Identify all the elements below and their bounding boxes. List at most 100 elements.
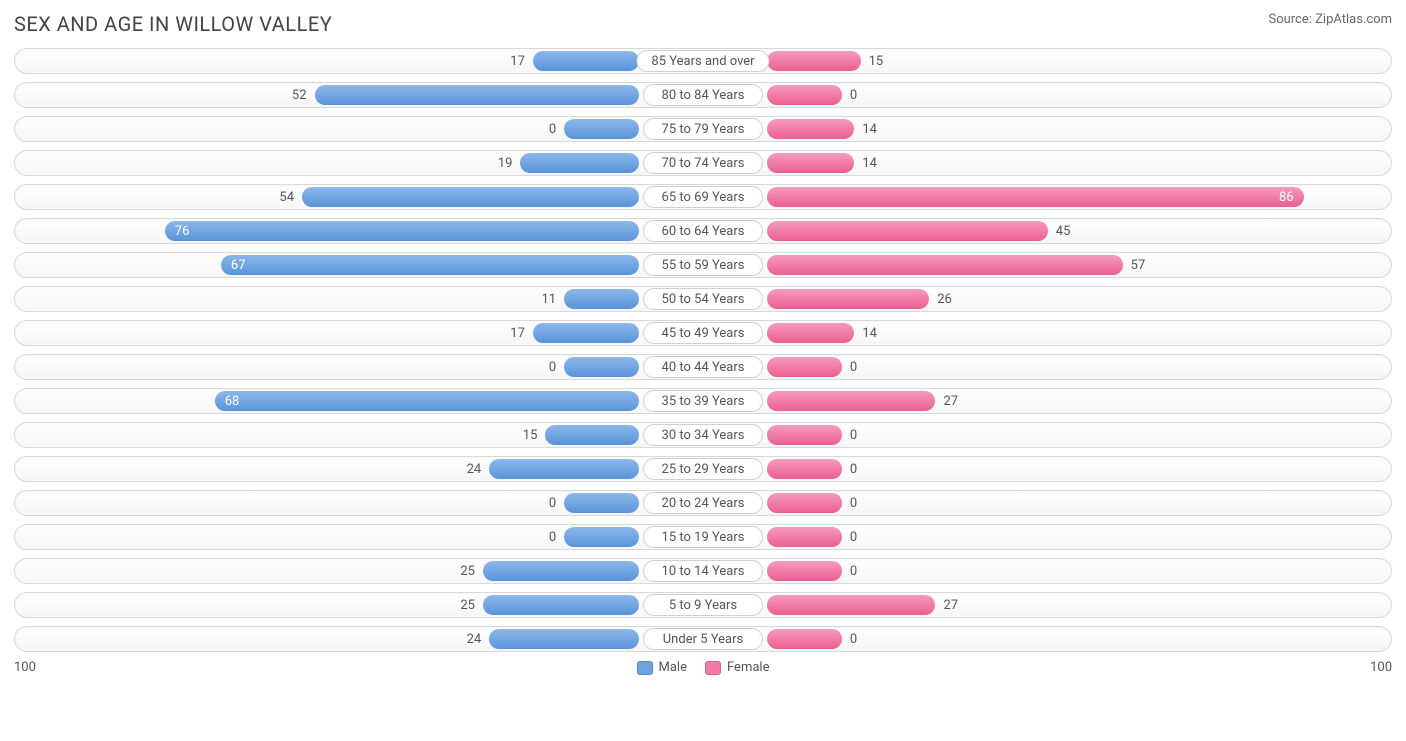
male-value: 17: [502, 326, 533, 341]
female-value: 0: [842, 530, 865, 545]
male-half: 24: [15, 629, 703, 649]
male-value: 0: [541, 496, 564, 511]
female-bar: [767, 561, 842, 581]
female-value: 14: [854, 156, 885, 171]
male-value: 24: [459, 462, 490, 477]
chart-row: 0040 to 44 Years: [14, 354, 1392, 380]
male-bar: [520, 153, 639, 173]
male-half: 17: [15, 51, 703, 71]
legend-label-female: Female: [727, 660, 769, 675]
male-value: 68: [225, 394, 240, 409]
chart-header: SEX AND AGE IN WILLOW VALLEY Source: Zip…: [14, 12, 1392, 36]
chart-source: Source: ZipAtlas.com: [1268, 12, 1392, 27]
male-bar: [302, 187, 639, 207]
male-bar: [564, 289, 639, 309]
male-value: 15: [515, 428, 546, 443]
chart-row: 67 57 55 to 59 Years: [14, 252, 1392, 278]
legend-swatch-female: [705, 661, 721, 675]
male-half: 0: [15, 527, 703, 547]
chart-row: 0015 to 19 Years: [14, 524, 1392, 550]
female-half: 86: [703, 187, 1391, 207]
female-value: 0: [842, 632, 865, 647]
female-value: 57: [1123, 258, 1154, 273]
male-bar: [315, 85, 639, 105]
female-half: 26: [703, 289, 1391, 309]
male-half: 25: [15, 561, 703, 581]
female-bar: [767, 425, 842, 445]
male-half: 25: [15, 595, 703, 615]
male-bar: [489, 459, 639, 479]
male-bar: [564, 527, 639, 547]
female-value: 0: [842, 496, 865, 511]
female-value: 45: [1048, 224, 1079, 239]
age-category-label: 80 to 84 Years: [643, 84, 763, 106]
male-value: 76: [175, 224, 190, 239]
female-value: 14: [854, 326, 885, 341]
female-bar: [767, 391, 935, 411]
age-category-label: 60 to 64 Years: [643, 220, 763, 242]
male-value: 19: [490, 156, 521, 171]
male-bar: [533, 51, 639, 71]
age-category-label: 70 to 74 Years: [643, 152, 763, 174]
female-value: 27: [935, 394, 966, 409]
age-category-label: 50 to 54 Years: [643, 288, 763, 310]
male-value: 0: [541, 122, 564, 137]
female-half: 45: [703, 221, 1391, 241]
male-bar: [564, 493, 639, 513]
male-bar: 76: [165, 221, 639, 241]
male-bar: [564, 119, 639, 139]
male-bar: [545, 425, 639, 445]
male-half: 76: [15, 221, 703, 241]
female-half: 0: [703, 357, 1391, 377]
legend-swatch-male: [637, 661, 653, 675]
female-bar: 86: [767, 187, 1304, 207]
chart-row: 24 0 Under 5 Years: [14, 626, 1392, 652]
female-half: 0: [703, 561, 1391, 581]
chart-row: 171585 Years and over: [14, 48, 1392, 74]
male-bar: 68: [215, 391, 639, 411]
female-bar: [767, 85, 842, 105]
male-value: 24: [459, 632, 490, 647]
female-bar: [767, 493, 842, 513]
age-category-label: 45 to 49 Years: [643, 322, 763, 344]
age-category-label: 35 to 39 Years: [643, 390, 763, 412]
male-bar: [533, 323, 639, 343]
chart-row: 24025 to 29 Years: [14, 456, 1392, 482]
female-bar: [767, 357, 842, 377]
female-bar: [767, 153, 854, 173]
male-half: 54: [15, 187, 703, 207]
axis-right-max: 100: [1370, 660, 1392, 675]
male-half: 17: [15, 323, 703, 343]
chart-legend: Male Female: [637, 660, 770, 675]
age-category-label: 30 to 34 Years: [643, 424, 763, 446]
female-value: 26: [929, 292, 960, 307]
chart-row: 76 45 60 to 64 Years: [14, 218, 1392, 244]
male-value: 25: [452, 564, 483, 579]
chart-row: 25275 to 9 Years: [14, 592, 1392, 618]
age-category-label: 40 to 44 Years: [643, 356, 763, 378]
male-bar: 67: [221, 255, 639, 275]
male-half: 0: [15, 493, 703, 513]
male-value: 25: [452, 598, 483, 613]
female-bar: [767, 527, 842, 547]
chart-row: 17 14 45 to 49 Years: [14, 320, 1392, 346]
chart-row: 01475 to 79 Years: [14, 116, 1392, 142]
male-half: 24: [15, 459, 703, 479]
chart-row: 52080 to 84 Years: [14, 82, 1392, 108]
male-value: 17: [502, 54, 533, 69]
age-category-label: Under 5 Years: [643, 628, 763, 650]
female-half: 0: [703, 459, 1391, 479]
female-half: 0: [703, 493, 1391, 513]
age-category-label: 55 to 59 Years: [643, 254, 763, 276]
male-bar: [564, 357, 639, 377]
male-value: 54: [271, 190, 302, 205]
male-half: 11: [15, 289, 703, 309]
female-value: 15: [861, 54, 892, 69]
age-category-label: 75 to 79 Years: [643, 118, 763, 140]
male-half: 19: [15, 153, 703, 173]
chart-footer: 100 Male Female 100: [14, 660, 1392, 675]
male-value: 0: [541, 530, 564, 545]
chart-row: 0 0 20 to 24 Years: [14, 490, 1392, 516]
male-value: 0: [541, 360, 564, 375]
age-category-label: 20 to 24 Years: [643, 492, 763, 514]
